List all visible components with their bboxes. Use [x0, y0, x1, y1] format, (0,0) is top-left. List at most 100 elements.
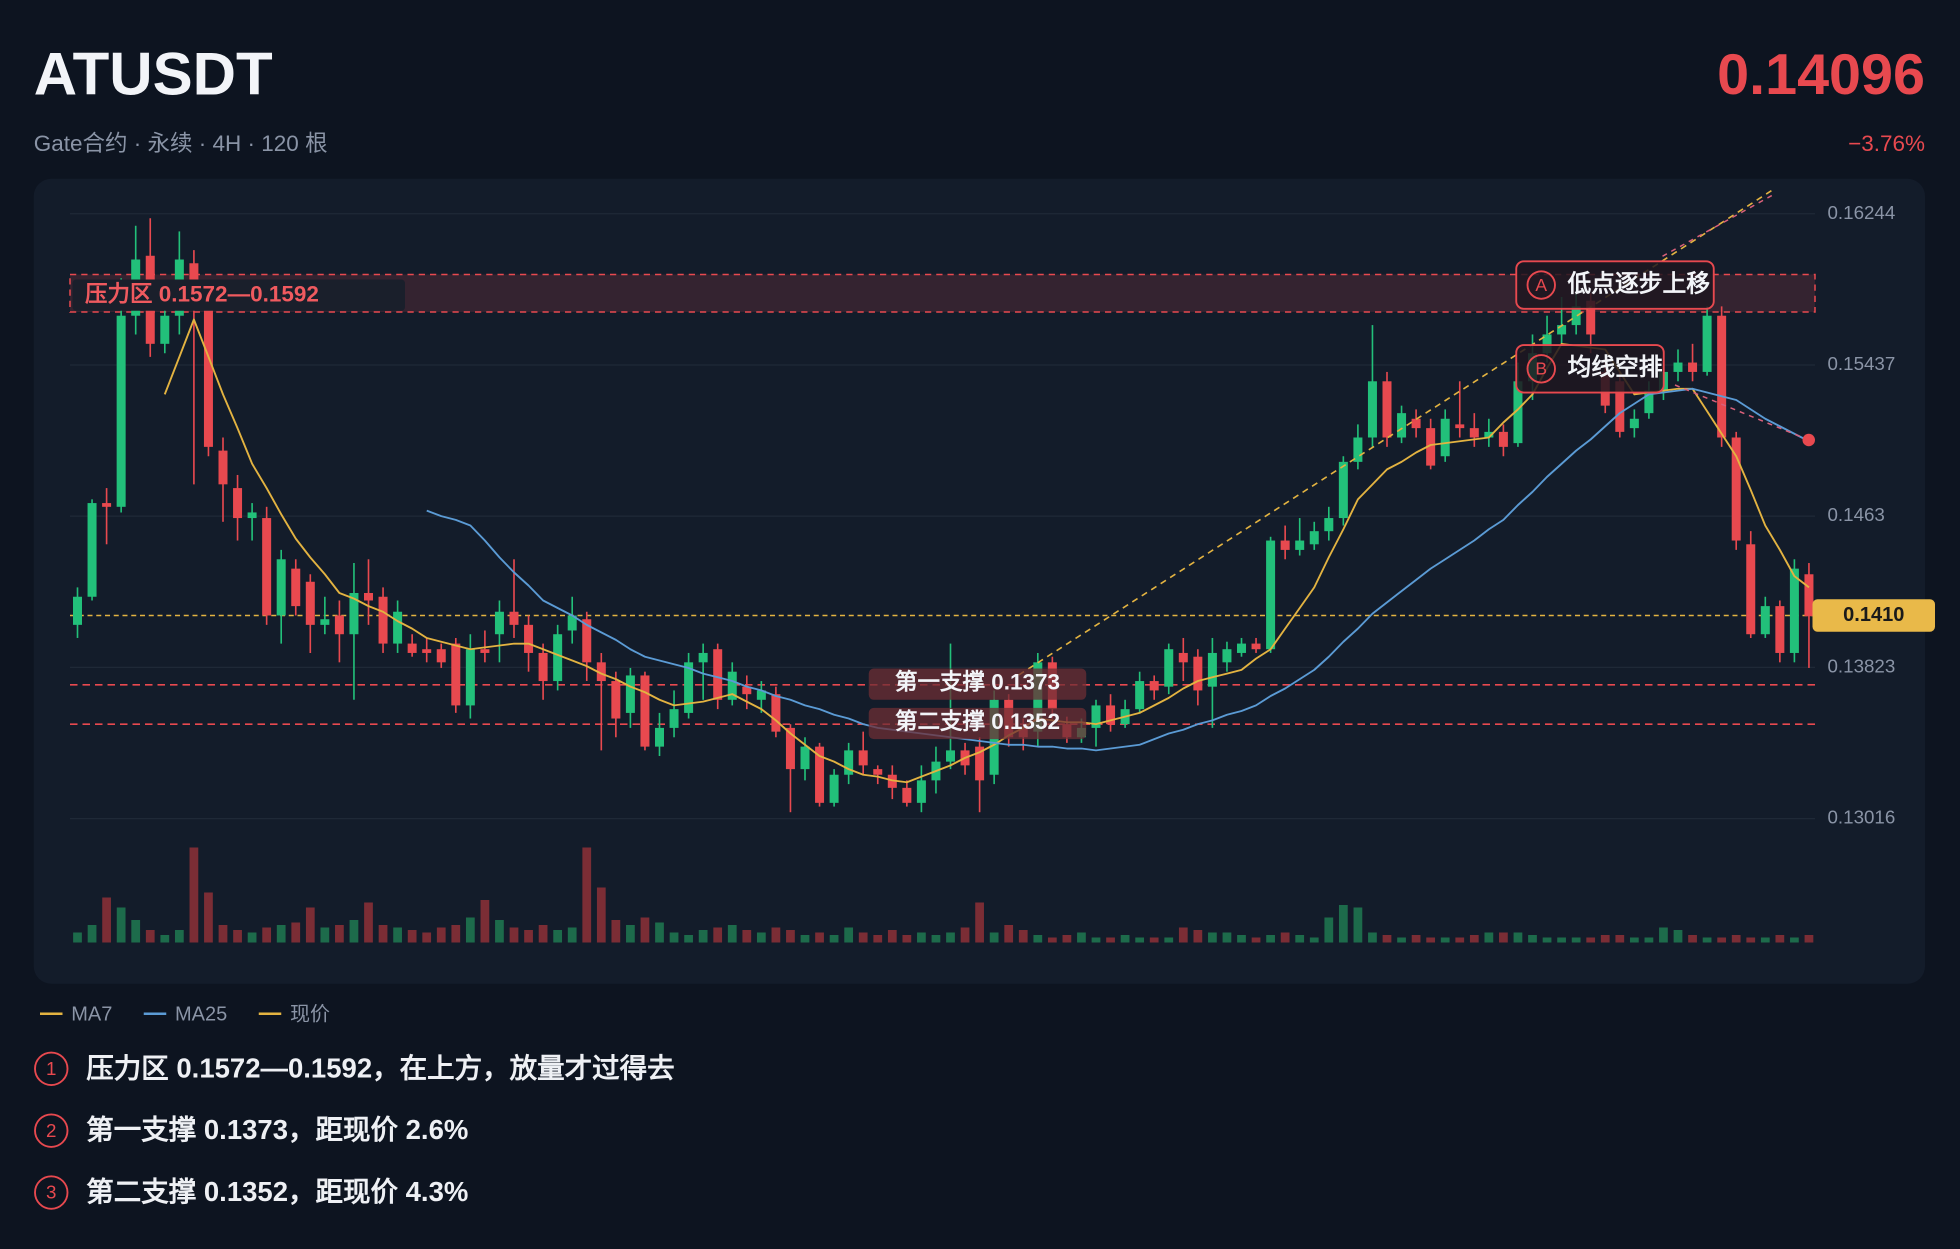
candle-body: [1382, 381, 1392, 438]
candle-body: [1571, 306, 1581, 326]
y-tick-label: 0.1463: [1828, 504, 1885, 525]
volume-bar: [1251, 937, 1261, 943]
volume-bar: [1542, 937, 1552, 943]
volume-bar: [975, 902, 984, 943]
candle-body: [771, 694, 781, 732]
support-label-bg: [868, 707, 1087, 740]
note-marker: 2: [46, 1120, 56, 1141]
volume-bar: [960, 927, 970, 943]
y-tick-label: 0.16244: [1828, 202, 1896, 223]
volume-bar: [276, 925, 286, 943]
volume-bar: [1266, 935, 1275, 943]
candle-body: [800, 746, 810, 770]
volume-bar: [1513, 932, 1523, 943]
candle-body: [1688, 362, 1698, 372]
candle-body: [524, 624, 534, 653]
volume-bar: [451, 925, 461, 943]
y-tick-label: 0.13823: [1828, 655, 1896, 676]
price-change: −3.76%: [1848, 131, 1925, 156]
volume-bar: [771, 927, 781, 943]
candle-body: [1469, 428, 1479, 438]
volume-bar: [1659, 927, 1668, 943]
candle-body: [1295, 540, 1305, 550]
volume-bar: [422, 932, 432, 943]
volume-bar: [1135, 937, 1145, 943]
volume-bar: [1309, 937, 1319, 943]
volume-bar: [1208, 932, 1217, 943]
volume-bar: [1775, 935, 1785, 943]
volume-bar: [946, 932, 955, 943]
candle-body: [1760, 606, 1770, 635]
volume-bar: [1760, 937, 1770, 943]
volume-bar: [1091, 937, 1101, 943]
volume-bar: [538, 925, 548, 943]
candle-body: [1193, 656, 1203, 691]
y-tick-label: 0.15437: [1828, 353, 1896, 374]
volume-bar: [989, 932, 999, 943]
candle-body: [582, 619, 592, 663]
volume-bar: [1557, 937, 1566, 943]
trend-end-dot: [1802, 433, 1815, 447]
volume-bar: [189, 847, 199, 943]
candle-body: [1586, 300, 1596, 335]
candle-body: [218, 450, 228, 485]
volume-bar: [640, 917, 650, 943]
last-price: 0.14096: [1717, 43, 1925, 107]
volume-bar: [1004, 925, 1014, 943]
candle-body: [276, 559, 286, 616]
volume-bar: [1586, 937, 1596, 943]
symbol-title: ATUSDT: [34, 41, 273, 108]
candle-body: [334, 615, 344, 635]
volume-bar: [815, 932, 824, 943]
candle-body: [742, 686, 752, 695]
candle-body: [727, 671, 737, 700]
candle-body: [1644, 390, 1654, 414]
candle-body: [1178, 652, 1188, 663]
candle-body: [494, 611, 504, 635]
candle-body: [844, 750, 854, 775]
volume-bar: [87, 925, 97, 943]
legend-label: MA7: [71, 1003, 112, 1025]
candle-body: [320, 619, 330, 625]
candle-body: [451, 643, 461, 706]
volume-bar: [1149, 937, 1159, 943]
note-marker-circle: [34, 1051, 69, 1086]
annotation-marker: B: [1535, 359, 1547, 379]
volume-bar: [262, 927, 272, 943]
candle-body: [1280, 540, 1290, 550]
volume-bar: [1484, 932, 1494, 943]
candle-body: [1426, 428, 1436, 466]
note-marker-circle: [34, 1113, 69, 1148]
volume-bar: [1644, 937, 1654, 943]
legend-label: MA25: [175, 1003, 227, 1025]
volume-bar: [320, 927, 330, 943]
candle-body: [655, 727, 664, 747]
candle-body: [1149, 681, 1159, 691]
volume-bar: [742, 930, 752, 943]
volume-bar: [393, 927, 402, 943]
annotation-marker: A: [1535, 275, 1547, 295]
volume-bar: [727, 925, 737, 943]
candle-body: [858, 750, 868, 766]
candle-body: [1804, 574, 1814, 617]
candle-body: [189, 263, 199, 288]
candle-body: [1106, 705, 1116, 725]
candle-body: [1673, 362, 1683, 372]
volume-bar: [567, 927, 577, 943]
candle-body: [1367, 381, 1377, 438]
candle-body: [1237, 643, 1246, 653]
volume-bar: [844, 927, 854, 943]
candle-body: [509, 611, 519, 625]
candle-body: [203, 296, 213, 447]
volume-bar: [800, 935, 810, 943]
candle-body: [1251, 643, 1261, 650]
volume-bar: [1222, 932, 1232, 943]
volume-bar: [1353, 907, 1363, 943]
volume-bar: [291, 922, 301, 943]
volume-bar: [582, 847, 592, 943]
candle-body: [1338, 461, 1348, 519]
note-marker-circle: [34, 1175, 69, 1210]
volume-bar: [1528, 935, 1537, 943]
candle-body: [684, 662, 694, 713]
candle-body: [305, 581, 315, 625]
